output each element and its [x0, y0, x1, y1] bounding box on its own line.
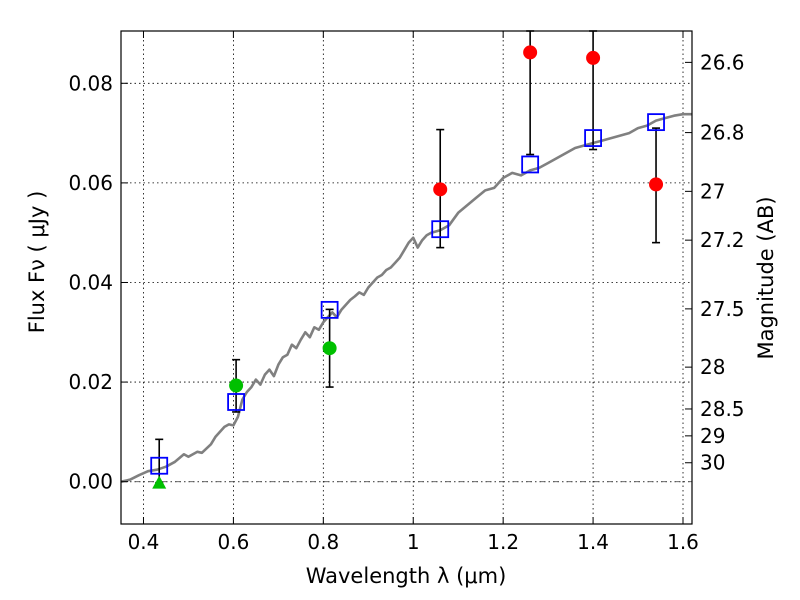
x-tick-label: 0.4: [128, 530, 160, 554]
plot-frame: [120, 30, 693, 525]
model-photometry-square: [584, 129, 602, 147]
model-photometry-square: [431, 220, 450, 239]
model-photometry-square: [521, 155, 540, 174]
right-tick-label: 28.5: [700, 397, 745, 421]
x-tick-label: 1.2: [487, 530, 519, 554]
x-tick-label: 1.6: [667, 530, 699, 554]
y-tick-label: 0.04: [68, 270, 113, 294]
upper-limit-triangle: [152, 475, 167, 489]
x-tick-label: 1.4: [577, 530, 609, 554]
right-tick-label: 30: [700, 451, 725, 475]
model-photometry-square: [227, 393, 245, 411]
observed-flux-point: [523, 45, 538, 60]
plot-area: [121, 31, 692, 524]
x-axis-ticks: 0.4 0.6 0.8 1 1.2 1.4 1.6: [128, 31, 699, 554]
observed-flux-point: [229, 378, 244, 393]
right-tick-label: 27: [700, 179, 725, 203]
right-tick-label: 26.8: [700, 121, 745, 145]
model-photometry-square: [150, 456, 169, 475]
observed-flux-point: [649, 177, 664, 192]
x-tick-label: 0.6: [217, 530, 249, 554]
observed-flux-point: [586, 50, 601, 65]
y-tick-label: 0.02: [68, 370, 113, 394]
right-tick-label: 26.6: [700, 50, 745, 74]
model-photometry-square: [320, 300, 339, 319]
right-tick-label: 29: [700, 424, 725, 448]
observed-flux-point: [433, 182, 448, 197]
right-tick-label: 27.5: [700, 297, 745, 321]
right-axis-ticks: 26.6 26.8 27 27.2 27.5 28 28.5 29 30: [685, 50, 745, 475]
y-axis-label: Flux Fν ( μJy ): [25, 191, 49, 334]
model-photometry-square: [647, 113, 665, 132]
right-tick-label: 27.2: [700, 228, 745, 252]
y-axis-ticks: 0.00 0.02 0.04 0.06 0.08: [68, 71, 128, 494]
observed-flux-point: [322, 341, 337, 356]
x-axis-label: Wavelength λ (μm): [306, 564, 507, 588]
y-tick-label: 0.06: [68, 171, 113, 195]
model-spectrum-line: [120, 112, 692, 483]
right-axis-label: Magnitude (AB): [754, 196, 778, 359]
x-tick-label: 1: [407, 530, 420, 554]
right-tick-label: 28: [700, 355, 725, 379]
y-tick-label: 0.00: [68, 470, 113, 494]
x-tick-label: 0.8: [307, 530, 339, 554]
y-tick-label: 0.08: [68, 71, 113, 95]
